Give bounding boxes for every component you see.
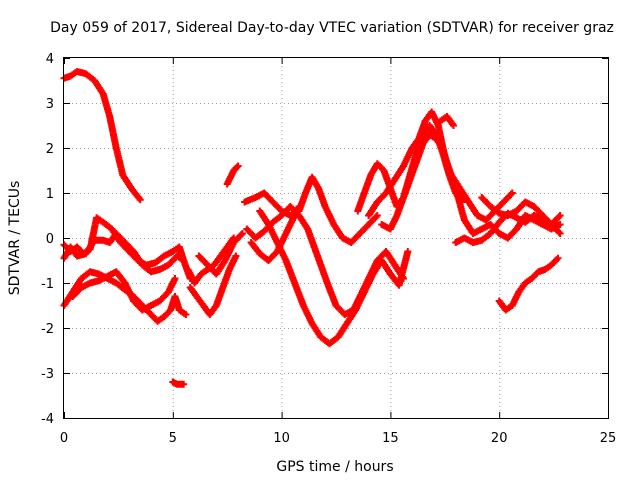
data-point [373,212,381,219]
y-tick-labels: -4 -3 -2 -1 0 1 2 3 4 [41,52,54,427]
y-tick-label: -3 [41,367,54,382]
x-tick-label: 15 [382,431,399,446]
data-point [237,231,245,239]
chart-title: Day 059 of 2017, Sidereal Day-to-day VTE… [50,20,614,36]
x-axis-label: GPS time / hours [276,459,393,475]
y-tick-label: 1 [46,187,54,202]
data-point [555,228,563,236]
data-point [404,248,412,255]
y-tick-label: 4 [46,52,54,67]
y-tick-label: 3 [46,97,54,112]
data-point [556,212,564,219]
x-tick-label: 5 [169,431,177,446]
data-point [234,162,242,170]
data-point [556,230,564,237]
data-point [180,257,188,264]
data-point [372,213,380,221]
data-point [182,311,190,318]
data-point [136,196,144,204]
data-point [554,254,562,262]
x-tick-label: 25 [600,431,617,446]
y-tick-label: 2 [46,142,54,157]
data-point [450,122,457,129]
plot-frame [63,57,609,419]
data-point [171,275,179,282]
data-point [295,203,303,210]
grid-lines [64,58,608,418]
y-tick-label: -2 [41,322,54,337]
y-axis-label: SDTVAR / TECUs [7,181,23,296]
data-point [232,252,240,260]
data-point [507,190,515,198]
x-tick-label: 10 [273,431,290,446]
data-point [238,230,246,237]
y-tick-label: 0 [46,232,54,247]
data-point [555,213,563,221]
y-tick-label: -1 [41,277,54,292]
data-point [508,189,516,197]
y-tick-label: -4 [41,412,54,427]
data-point [180,380,188,388]
x-tick-labels: 0 5 10 15 20 25 [60,431,616,446]
data-point [233,163,241,171]
x-tick-label: 0 [60,431,68,446]
data-points [60,68,564,388]
data-point [556,221,564,228]
x-tick-label: 20 [491,431,508,446]
